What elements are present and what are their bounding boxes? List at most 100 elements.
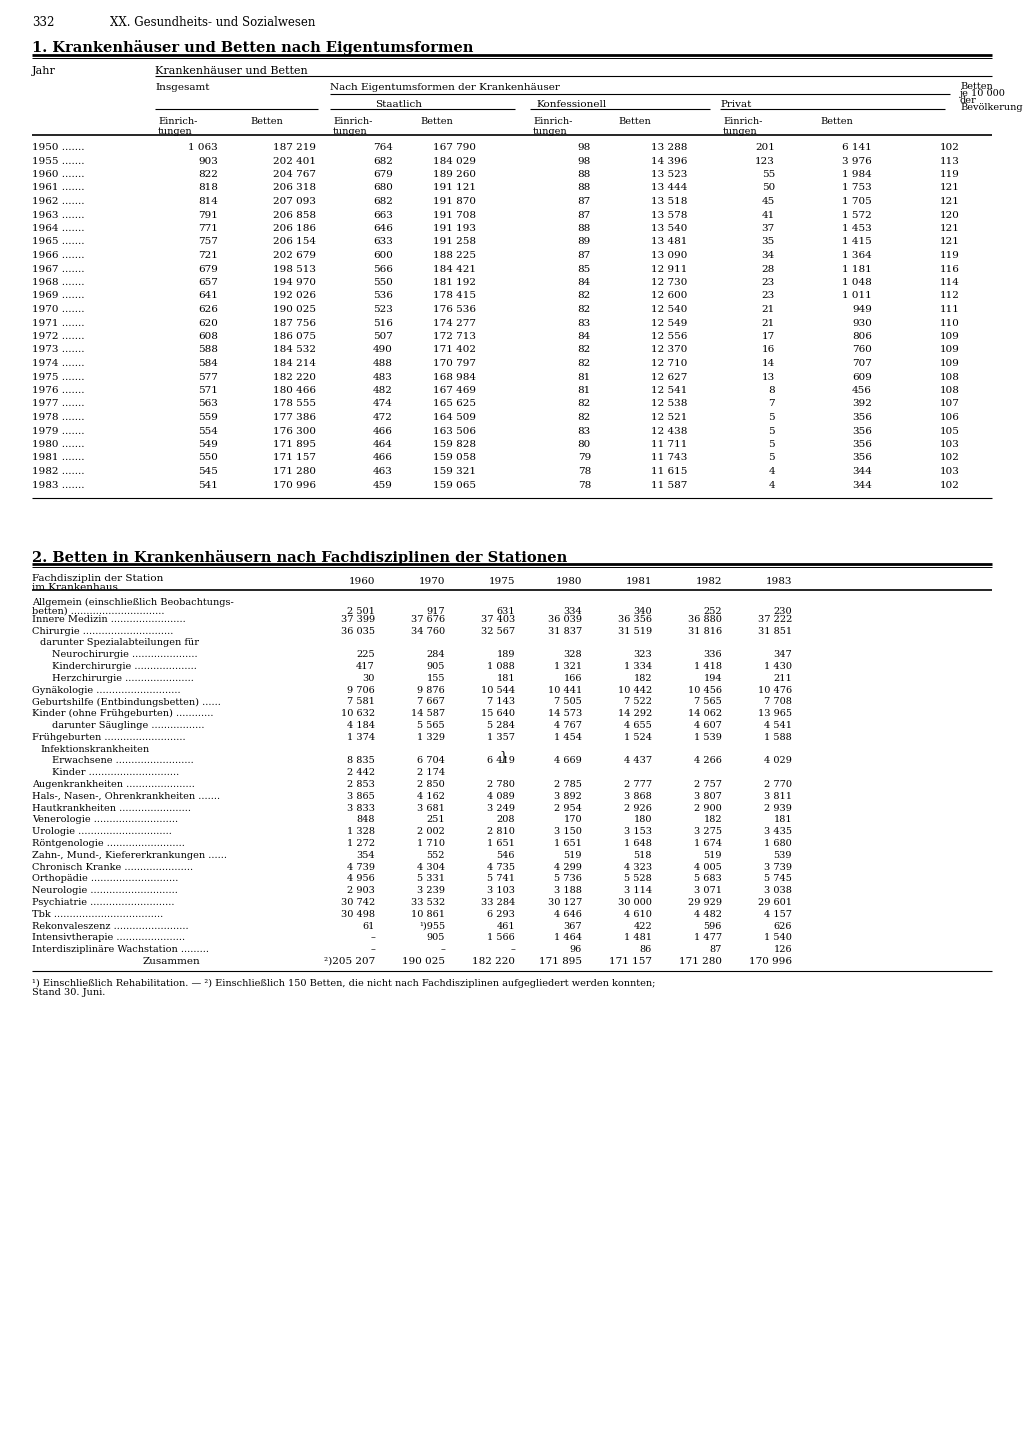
Text: 110: 110 <box>940 318 961 327</box>
Text: 121: 121 <box>940 224 961 233</box>
Text: 356: 356 <box>852 427 872 435</box>
Text: 191 193: 191 193 <box>433 224 476 233</box>
Text: 78: 78 <box>578 480 591 490</box>
Text: 539: 539 <box>773 850 792 860</box>
Text: Jahr: Jahr <box>32 67 56 77</box>
Text: 109: 109 <box>940 333 961 341</box>
Text: 1950 .......: 1950 ....... <box>32 143 85 152</box>
Text: 80: 80 <box>578 440 591 450</box>
Text: 2 002: 2 002 <box>417 827 445 836</box>
Text: 2. Betten in Krankenhäusern nach Fachdisziplinen der Stationen: 2. Betten in Krankenhäusern nach Fachdis… <box>32 549 567 565</box>
Text: Herzchirurgie ......................: Herzchirurgie ...................... <box>52 674 194 683</box>
Text: 3 739: 3 739 <box>764 863 792 872</box>
Text: 81: 81 <box>578 373 591 382</box>
Text: 7 581: 7 581 <box>347 697 375 707</box>
Text: 207 093: 207 093 <box>273 197 316 205</box>
Text: 206 186: 206 186 <box>273 224 316 233</box>
Text: 4 157: 4 157 <box>764 910 792 918</box>
Text: 23: 23 <box>762 278 775 286</box>
Text: –: – <box>370 946 375 954</box>
Text: 1 524: 1 524 <box>624 733 652 742</box>
Text: 102: 102 <box>940 480 961 490</box>
Text: 172 713: 172 713 <box>433 333 476 341</box>
Text: 4 655: 4 655 <box>625 722 652 730</box>
Text: Intensivtherapie ......................: Intensivtherapie ...................... <box>32 934 185 943</box>
Text: 98: 98 <box>578 156 591 165</box>
Text: 202 679: 202 679 <box>273 252 316 260</box>
Text: Fachdisziplin der Station: Fachdisziplin der Station <box>32 574 164 583</box>
Text: Krankenhäuser und Betten: Krankenhäuser und Betten <box>155 67 308 77</box>
Text: 721: 721 <box>198 252 218 260</box>
Text: 1 415: 1 415 <box>843 237 872 246</box>
Text: Erwachsene .........................: Erwachsene ......................... <box>52 756 194 765</box>
Text: 757: 757 <box>198 237 218 246</box>
Text: 1 430: 1 430 <box>764 662 792 671</box>
Text: 791: 791 <box>198 211 218 220</box>
Text: 5 565: 5 565 <box>418 722 445 730</box>
Text: 167 790: 167 790 <box>433 143 476 152</box>
Text: 1975: 1975 <box>488 577 515 586</box>
Text: 1 651: 1 651 <box>554 839 582 847</box>
Text: 905: 905 <box>427 662 445 671</box>
Text: 1 453: 1 453 <box>843 224 872 233</box>
Text: 5 736: 5 736 <box>554 875 582 884</box>
Text: 8 835: 8 835 <box>347 756 375 765</box>
Text: Augenkrankheiten ......................: Augenkrankheiten ...................... <box>32 779 195 790</box>
Text: 1. Krankenhäuser und Betten nach Eigentumsformen: 1. Krankenhäuser und Betten nach Eigentu… <box>32 40 473 55</box>
Text: 1979 .......: 1979 ....... <box>32 427 85 435</box>
Text: 344: 344 <box>852 467 872 476</box>
Text: 16: 16 <box>762 346 775 354</box>
Text: 464: 464 <box>373 440 393 450</box>
Text: 1977 .......: 1977 ....... <box>32 399 85 409</box>
Text: –: – <box>440 946 445 954</box>
Text: 417: 417 <box>356 662 375 671</box>
Text: 174 277: 174 277 <box>433 318 476 327</box>
Text: 4 739: 4 739 <box>347 863 375 872</box>
Text: 10 456: 10 456 <box>688 685 722 694</box>
Text: 356: 356 <box>852 414 872 422</box>
Text: 588: 588 <box>198 346 218 354</box>
Text: 4 266: 4 266 <box>694 756 722 765</box>
Text: 28: 28 <box>762 265 775 273</box>
Text: 559: 559 <box>198 414 218 422</box>
Text: 37 222: 37 222 <box>758 615 792 623</box>
Text: 14: 14 <box>762 359 775 367</box>
Text: 170 996: 170 996 <box>749 957 792 966</box>
Text: 159 828: 159 828 <box>433 440 476 450</box>
Text: 121: 121 <box>940 184 961 192</box>
Text: 184 532: 184 532 <box>273 346 316 354</box>
Text: Rekonvaleszenz ........................: Rekonvaleszenz ........................ <box>32 921 188 931</box>
Text: Einrich-
tungen: Einrich- tungen <box>534 117 572 136</box>
Text: Betten: Betten <box>820 117 853 126</box>
Text: 36 880: 36 880 <box>688 615 722 623</box>
Text: 1983: 1983 <box>766 577 792 586</box>
Text: 120: 120 <box>940 211 961 220</box>
Text: 2 903: 2 903 <box>347 886 375 895</box>
Text: 81: 81 <box>578 386 591 395</box>
Text: XX. Gesundheits- und Sozialwesen: XX. Gesundheits- und Sozialwesen <box>110 16 315 29</box>
Text: 4 323: 4 323 <box>624 863 652 872</box>
Text: 83: 83 <box>578 427 591 435</box>
Text: 41: 41 <box>762 211 775 220</box>
Text: Konfessionell: Konfessionell <box>536 100 606 108</box>
Text: 1963 .......: 1963 ....... <box>32 211 85 220</box>
Text: 1965 .......: 1965 ....... <box>32 237 85 246</box>
Text: Allgemein (einschließlich Beobachtungs-: Allgemein (einschließlich Beobachtungs- <box>32 599 233 607</box>
Text: 5: 5 <box>768 427 775 435</box>
Text: 4 299: 4 299 <box>554 863 582 872</box>
Text: 2 810: 2 810 <box>487 827 515 836</box>
Text: 4 646: 4 646 <box>554 910 582 918</box>
Text: 55: 55 <box>762 171 775 179</box>
Text: 182: 182 <box>703 816 722 824</box>
Text: 571: 571 <box>198 386 218 395</box>
Text: 83: 83 <box>578 318 591 327</box>
Text: 182 220: 182 220 <box>472 957 515 966</box>
Text: 12 911: 12 911 <box>650 265 687 273</box>
Text: 177 386: 177 386 <box>273 414 316 422</box>
Text: 1 651: 1 651 <box>487 839 515 847</box>
Text: 563: 563 <box>198 399 218 409</box>
Text: 11 615: 11 615 <box>650 467 687 476</box>
Text: Einrich-
tungen: Einrich- tungen <box>158 117 198 136</box>
Text: 1 063: 1 063 <box>188 143 218 152</box>
Text: 17: 17 <box>762 333 775 341</box>
